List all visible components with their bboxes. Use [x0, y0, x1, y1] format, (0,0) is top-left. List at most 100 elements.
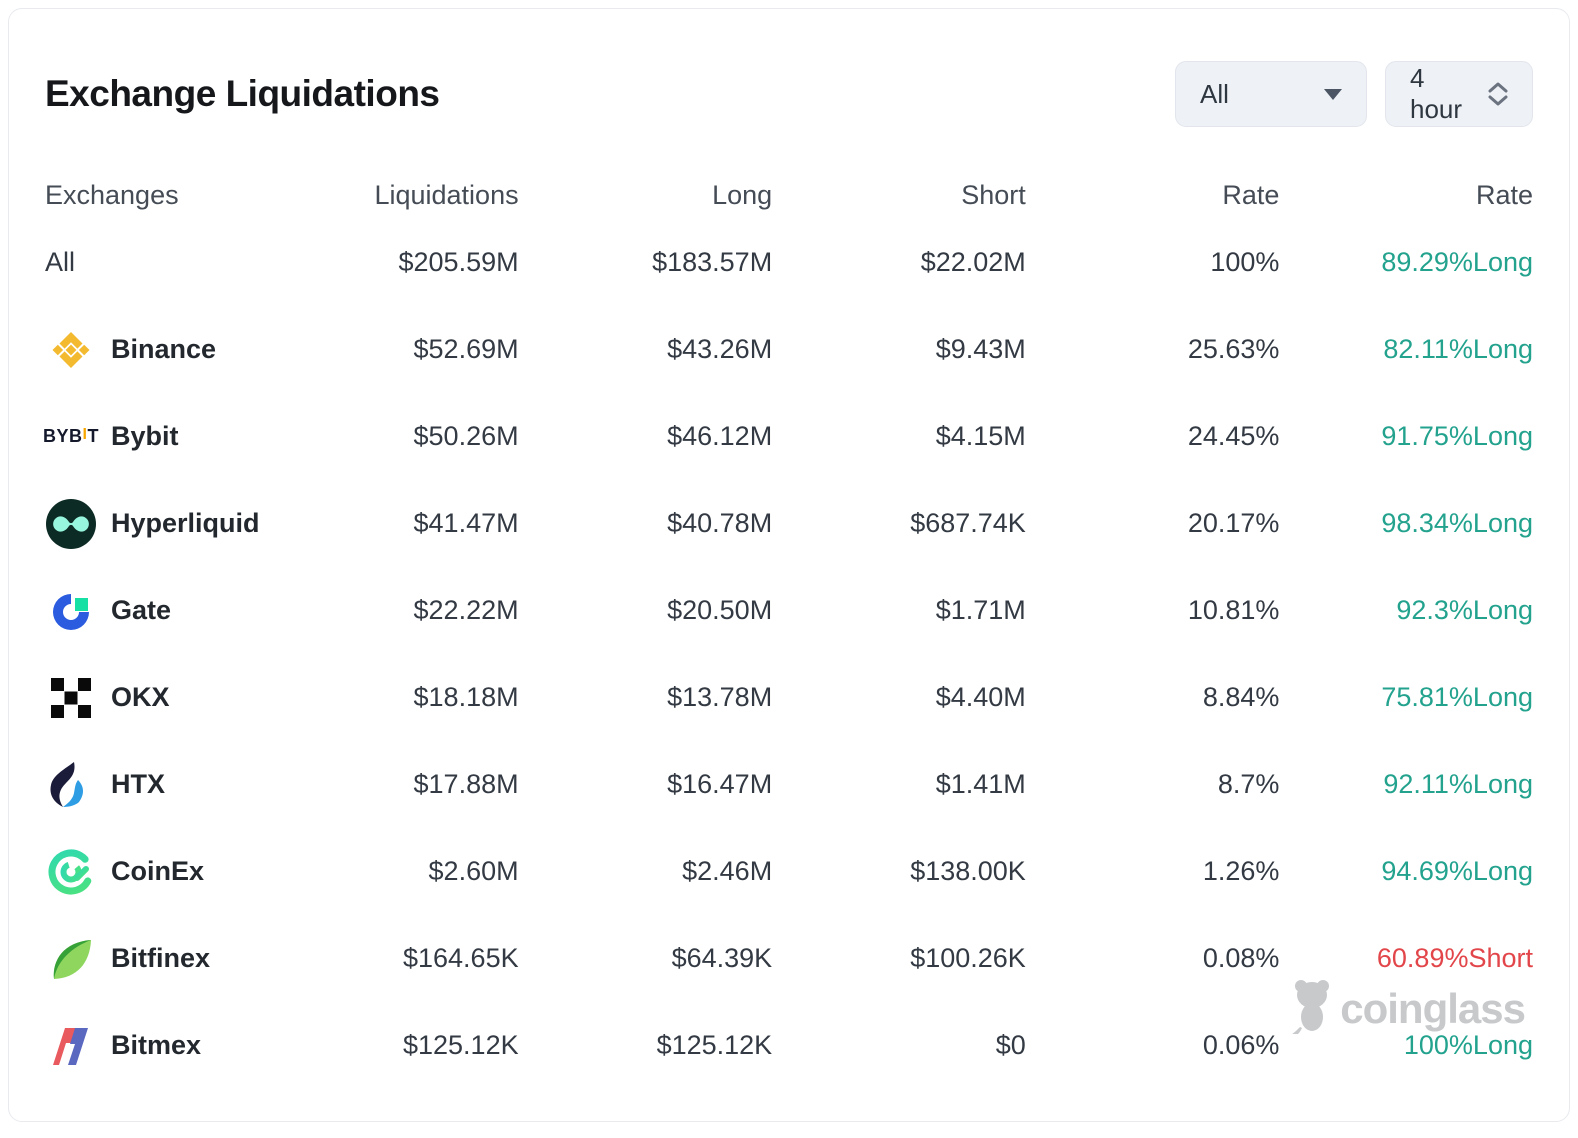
short-cell: $100.26K [910, 943, 1026, 973]
table-header-row: Exchanges Liquidations Long Short Rate R… [45, 171, 1533, 219]
coinglass-watermark: coinglass [1290, 977, 1526, 1040]
col-header-long: Long [712, 179, 773, 210]
htx-icon [45, 759, 97, 811]
exchange-filter-value: All [1200, 78, 1229, 109]
short-cell: $9.43M [935, 334, 1026, 364]
bybit-icon: BYBIT [43, 426, 99, 446]
exchange-name: Bitmex [111, 1030, 202, 1060]
long-cell: $2.46M [682, 856, 773, 886]
page-title: Exchange Liquidations [45, 73, 440, 114]
table-row[interactable]: OKX $18.18M $13.78M $4.40M 8.84% 75.81%Long [45, 654, 1533, 741]
exchange-name: HTX [111, 769, 165, 799]
long-cell: $125.12K [656, 1030, 773, 1060]
col-header-rate: Rate [1222, 179, 1280, 210]
exchange-filter-dropdown[interactable]: All [1175, 61, 1367, 127]
interval-value: 4 hour [1410, 63, 1463, 124]
liquidations-cell: $164.65K [402, 943, 519, 973]
long-cell: $43.26M [667, 334, 773, 364]
table-row[interactable]: Hyperliquid $41.47M $40.78M $687.74K 20.17% 9… [45, 480, 1533, 567]
up-down-chevron-icon [1488, 82, 1508, 106]
exchange-cell: Binance [45, 324, 265, 376]
rate-cell: 10.81% [1187, 595, 1280, 625]
coinex-icon [45, 846, 97, 898]
exchange-name: All [45, 247, 76, 277]
long-cell: $183.57M [652, 247, 773, 277]
exchange-cell: BYBIT Bybit [43, 411, 265, 463]
exchange-name: Gate [111, 595, 172, 625]
col-header-side-rate: Rate [1475, 179, 1533, 210]
short-cell: $1.71M [935, 595, 1026, 625]
exchange-name: Bitfinex [111, 943, 211, 973]
long-cell: $16.47M [667, 769, 773, 799]
table-row[interactable]: Bitmex $125.12K $125.12K $0 0.06% 100%Long [45, 1002, 1533, 1089]
exchange-cell: OKX [45, 672, 265, 724]
table-row[interactable]: CoinEx $2.60M $2.46M $138.00K 1.26% 94.69%Lon… [45, 828, 1533, 915]
gate-icon [45, 585, 97, 637]
bitmex-icon [45, 1020, 97, 1072]
exchange-name: Bybit [111, 421, 179, 451]
long-cell: $13.78M [667, 682, 773, 712]
exchange-cell: CoinEx [45, 846, 265, 898]
side-rate-cell: 92.11%Long [1383, 769, 1533, 799]
exchange-name: Binance [111, 334, 217, 364]
hyperliquid-icon [45, 498, 97, 550]
table-row[interactable]: BYBIT Bybit $50.26M $46.12M $4.15M 24.45% 91.… [43, 393, 1533, 480]
liquidations-cell: $41.47M [413, 508, 519, 538]
col-header-liquidations: Liquidations [374, 179, 519, 210]
coinglass-mascot-icon [1290, 977, 1334, 1040]
short-cell: $22.02M [920, 247, 1026, 277]
short-cell: $1.41M [935, 769, 1026, 799]
binance-icon [45, 324, 97, 376]
rate-cell: 8.84% [1202, 682, 1280, 712]
short-cell: $687.74K [910, 508, 1026, 538]
bitfinex-icon [45, 933, 97, 985]
liquidations-cell: $205.59M [398, 247, 519, 277]
table-row[interactable]: Bitfinex $164.65K $64.39K $100.26K 0.08% 60.8… [45, 915, 1533, 1002]
exchange-cell: Gate [45, 585, 265, 637]
side-rate-cell: 82.11%Long [1383, 334, 1533, 364]
liquidations-cell: $2.60M [428, 856, 519, 886]
exchange-cell: All [45, 247, 265, 278]
chevron-down-icon [1324, 88, 1342, 100]
side-rate-cell: 94.69%Long [1381, 856, 1533, 886]
exchange-liquidations-card: Exchange Liquidations All 4 hour Exchang… [8, 8, 1570, 1122]
exchange-cell: Bitmex [45, 1020, 265, 1072]
liquidations-cell: $22.22M [413, 595, 519, 625]
exchange-name: OKX [111, 682, 170, 712]
okx-icon [45, 672, 97, 724]
rate-cell: 0.08% [1202, 943, 1280, 973]
side-rate-cell: 92.3%Long [1396, 595, 1533, 625]
rate-cell: 1.26% [1202, 856, 1280, 886]
card-header: Exchange Liquidations All 4 hour [45, 61, 1533, 127]
side-rate-cell: 98.34%Long [1381, 508, 1533, 538]
table-row[interactable]: Binance $52.69M $43.26M $9.43M 25.63% 82.11%L… [45, 306, 1533, 393]
col-header-exchanges: Exchanges [45, 179, 179, 210]
long-cell: $46.12M [667, 421, 773, 451]
liquidations-cell: $18.18M [413, 682, 519, 712]
table-row[interactable]: Gate $22.22M $20.50M $1.71M 10.81% 92.3%Long [45, 567, 1533, 654]
liquidations-table: Exchanges Liquidations Long Short Rate R… [43, 171, 1533, 1089]
rate-cell: 0.06% [1202, 1030, 1280, 1060]
short-cell: $4.15M [935, 421, 1026, 451]
side-rate-cell: 89.29%Long [1381, 247, 1533, 277]
table-body: All $205.59M $183.57M $22.02M 100% 89.29%Long… [43, 219, 1533, 1089]
table-row[interactable]: HTX $17.88M $16.47M $1.41M 8.7% 92.11%Long [45, 741, 1533, 828]
rate-cell: 24.45% [1187, 421, 1280, 451]
filter-controls: All 4 hour [1175, 61, 1533, 127]
interval-stepper-dropdown[interactable]: 4 hour [1385, 61, 1533, 127]
long-cell: $20.50M [667, 595, 773, 625]
rate-cell: 20.17% [1187, 508, 1280, 538]
exchange-cell: Hyperliquid [45, 498, 265, 550]
long-cell: $64.39K [671, 943, 773, 973]
col-header-short: Short [961, 179, 1026, 210]
side-rate-cell: 75.81%Long [1381, 682, 1533, 712]
side-rate-cell: 100%Long [1403, 1030, 1533, 1060]
rate-cell: 8.7% [1217, 769, 1280, 799]
liquidations-cell: $52.69M [413, 334, 519, 364]
liquidations-cell: $125.12K [402, 1030, 519, 1060]
side-rate-cell: 60.89%Short [1376, 943, 1533, 973]
exchange-name: CoinEx [111, 856, 205, 886]
rate-cell: 100% [1210, 247, 1280, 277]
table-row[interactable]: All $205.59M $183.57M $22.02M 100% 89.29%Long [45, 219, 1533, 306]
side-rate-cell: 91.75%Long [1381, 421, 1533, 451]
